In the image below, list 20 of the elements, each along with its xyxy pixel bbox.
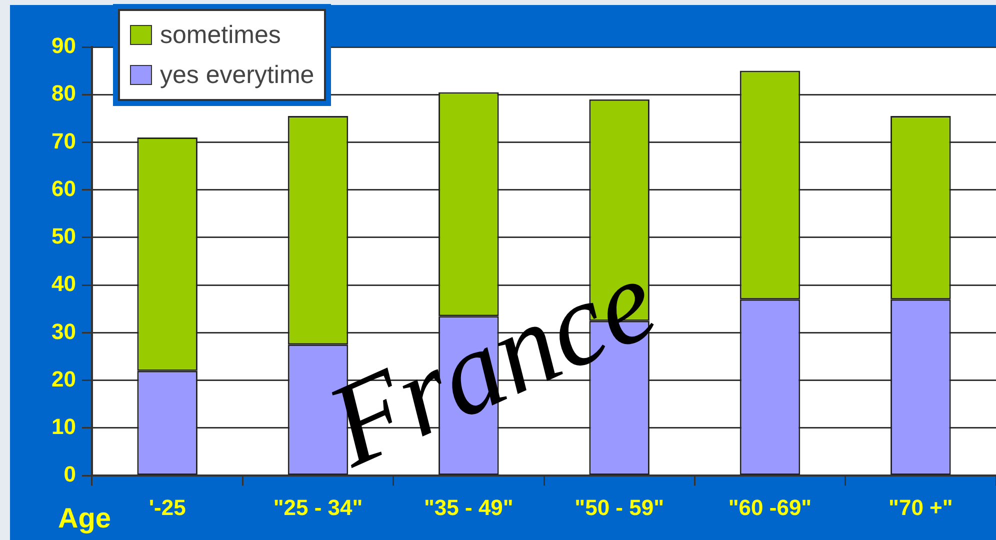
y-tick-label: 20 [52,366,76,392]
y-tick-label: 10 [52,414,76,440]
x-tick-label: "25 - 34" [273,494,363,520]
legend-label: sometimes [160,20,281,50]
x-tick-label: "60 -69" [728,494,812,520]
y-tick-label: 90 [52,33,76,58]
y-tick-label: 80 [52,80,76,106]
y-tick-label: 40 [52,271,76,296]
x-tick-label: "50 - 59" [574,494,664,520]
y-tick-label: 0 [64,462,76,487]
x-tick-label: '-25 [148,494,186,520]
annotation: France [308,233,674,492]
y-tick-label: 50 [52,224,76,249]
y-tick-label: 60 [52,176,76,201]
x-axis-title: Age [58,502,111,534]
y-tick-label: 70 [52,128,76,154]
x-tick-label: "70 +" [888,494,953,520]
x-tick-label: "35 - 49" [424,494,514,520]
y-tick-label: 30 [52,318,76,344]
legend-label: yes everytime [160,60,314,90]
